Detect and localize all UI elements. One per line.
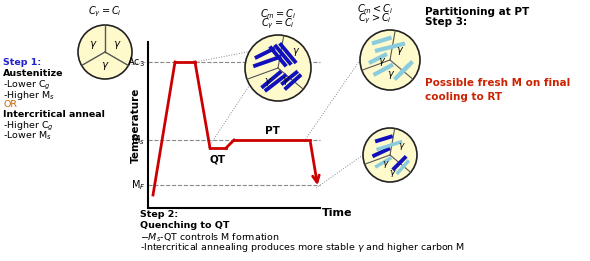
Text: -Intercritical annealing produces more stable $\gamma$ and higher carbon M: -Intercritical annealing produces more s… (140, 241, 466, 254)
Text: $\gamma$: $\gamma$ (396, 45, 405, 57)
Text: Intercritical anneal: Intercritical anneal (3, 110, 105, 119)
Text: $C_\gamma = C_i$: $C_\gamma = C_i$ (261, 17, 295, 31)
Text: Ac$_3$: Ac$_3$ (127, 55, 145, 69)
Text: $\gamma$: $\gamma$ (388, 69, 395, 81)
Text: $C_\gamma > C_i$: $C_\gamma > C_i$ (358, 11, 392, 26)
Text: Austenitize: Austenitize (3, 69, 64, 78)
Text: $\gamma$: $\gamma$ (101, 60, 109, 72)
Text: -Higher C$_g$: -Higher C$_g$ (3, 120, 54, 133)
Text: -Lower C$_g$: -Lower C$_g$ (3, 79, 51, 92)
Text: Partitioning at PT: Partitioning at PT (425, 7, 529, 17)
Text: Temperature: Temperature (131, 87, 141, 163)
Text: $C_m = C_i$: $C_m = C_i$ (260, 7, 296, 21)
Text: $\gamma$: $\gamma$ (382, 159, 390, 170)
Text: $-M_s$-QT controls M formation: $-M_s$-QT controls M formation (140, 231, 280, 244)
Text: $\gamma$: $\gamma$ (88, 39, 97, 51)
Text: $\gamma$: $\gamma$ (292, 45, 300, 57)
Circle shape (360, 30, 420, 90)
Text: Step 1:: Step 1: (3, 58, 41, 67)
Text: PT: PT (264, 126, 280, 136)
Text: $\gamma$: $\gamma$ (389, 168, 396, 179)
Text: OR: OR (3, 100, 17, 109)
Text: Step 3:: Step 3: (425, 17, 467, 27)
Text: $\gamma$: $\gamma$ (378, 56, 386, 68)
Text: QT: QT (210, 154, 226, 164)
Circle shape (363, 128, 417, 182)
Text: $\gamma$: $\gamma$ (264, 76, 272, 88)
Text: -Higher M$_s$: -Higher M$_s$ (3, 89, 55, 102)
Text: $\gamma$: $\gamma$ (113, 39, 122, 51)
Text: $\gamma$: $\gamma$ (398, 141, 406, 152)
Text: Quenching to QT: Quenching to QT (140, 221, 230, 230)
Text: Step 2:: Step 2: (140, 210, 178, 219)
Text: $C_\gamma = C_i$: $C_\gamma = C_i$ (88, 5, 122, 19)
Text: Possible fresh M on final
cooling to RT: Possible fresh M on final cooling to RT (425, 78, 571, 102)
Text: -Lower M$_s$: -Lower M$_s$ (3, 130, 52, 143)
Text: $C_m < C_i$: $C_m < C_i$ (357, 2, 393, 16)
Circle shape (245, 35, 311, 101)
Text: Time: Time (322, 208, 352, 218)
Text: $\gamma$: $\gamma$ (282, 75, 290, 87)
Text: M$_s$: M$_s$ (131, 133, 145, 147)
Text: M$_F$: M$_F$ (130, 178, 145, 192)
Circle shape (78, 25, 132, 79)
